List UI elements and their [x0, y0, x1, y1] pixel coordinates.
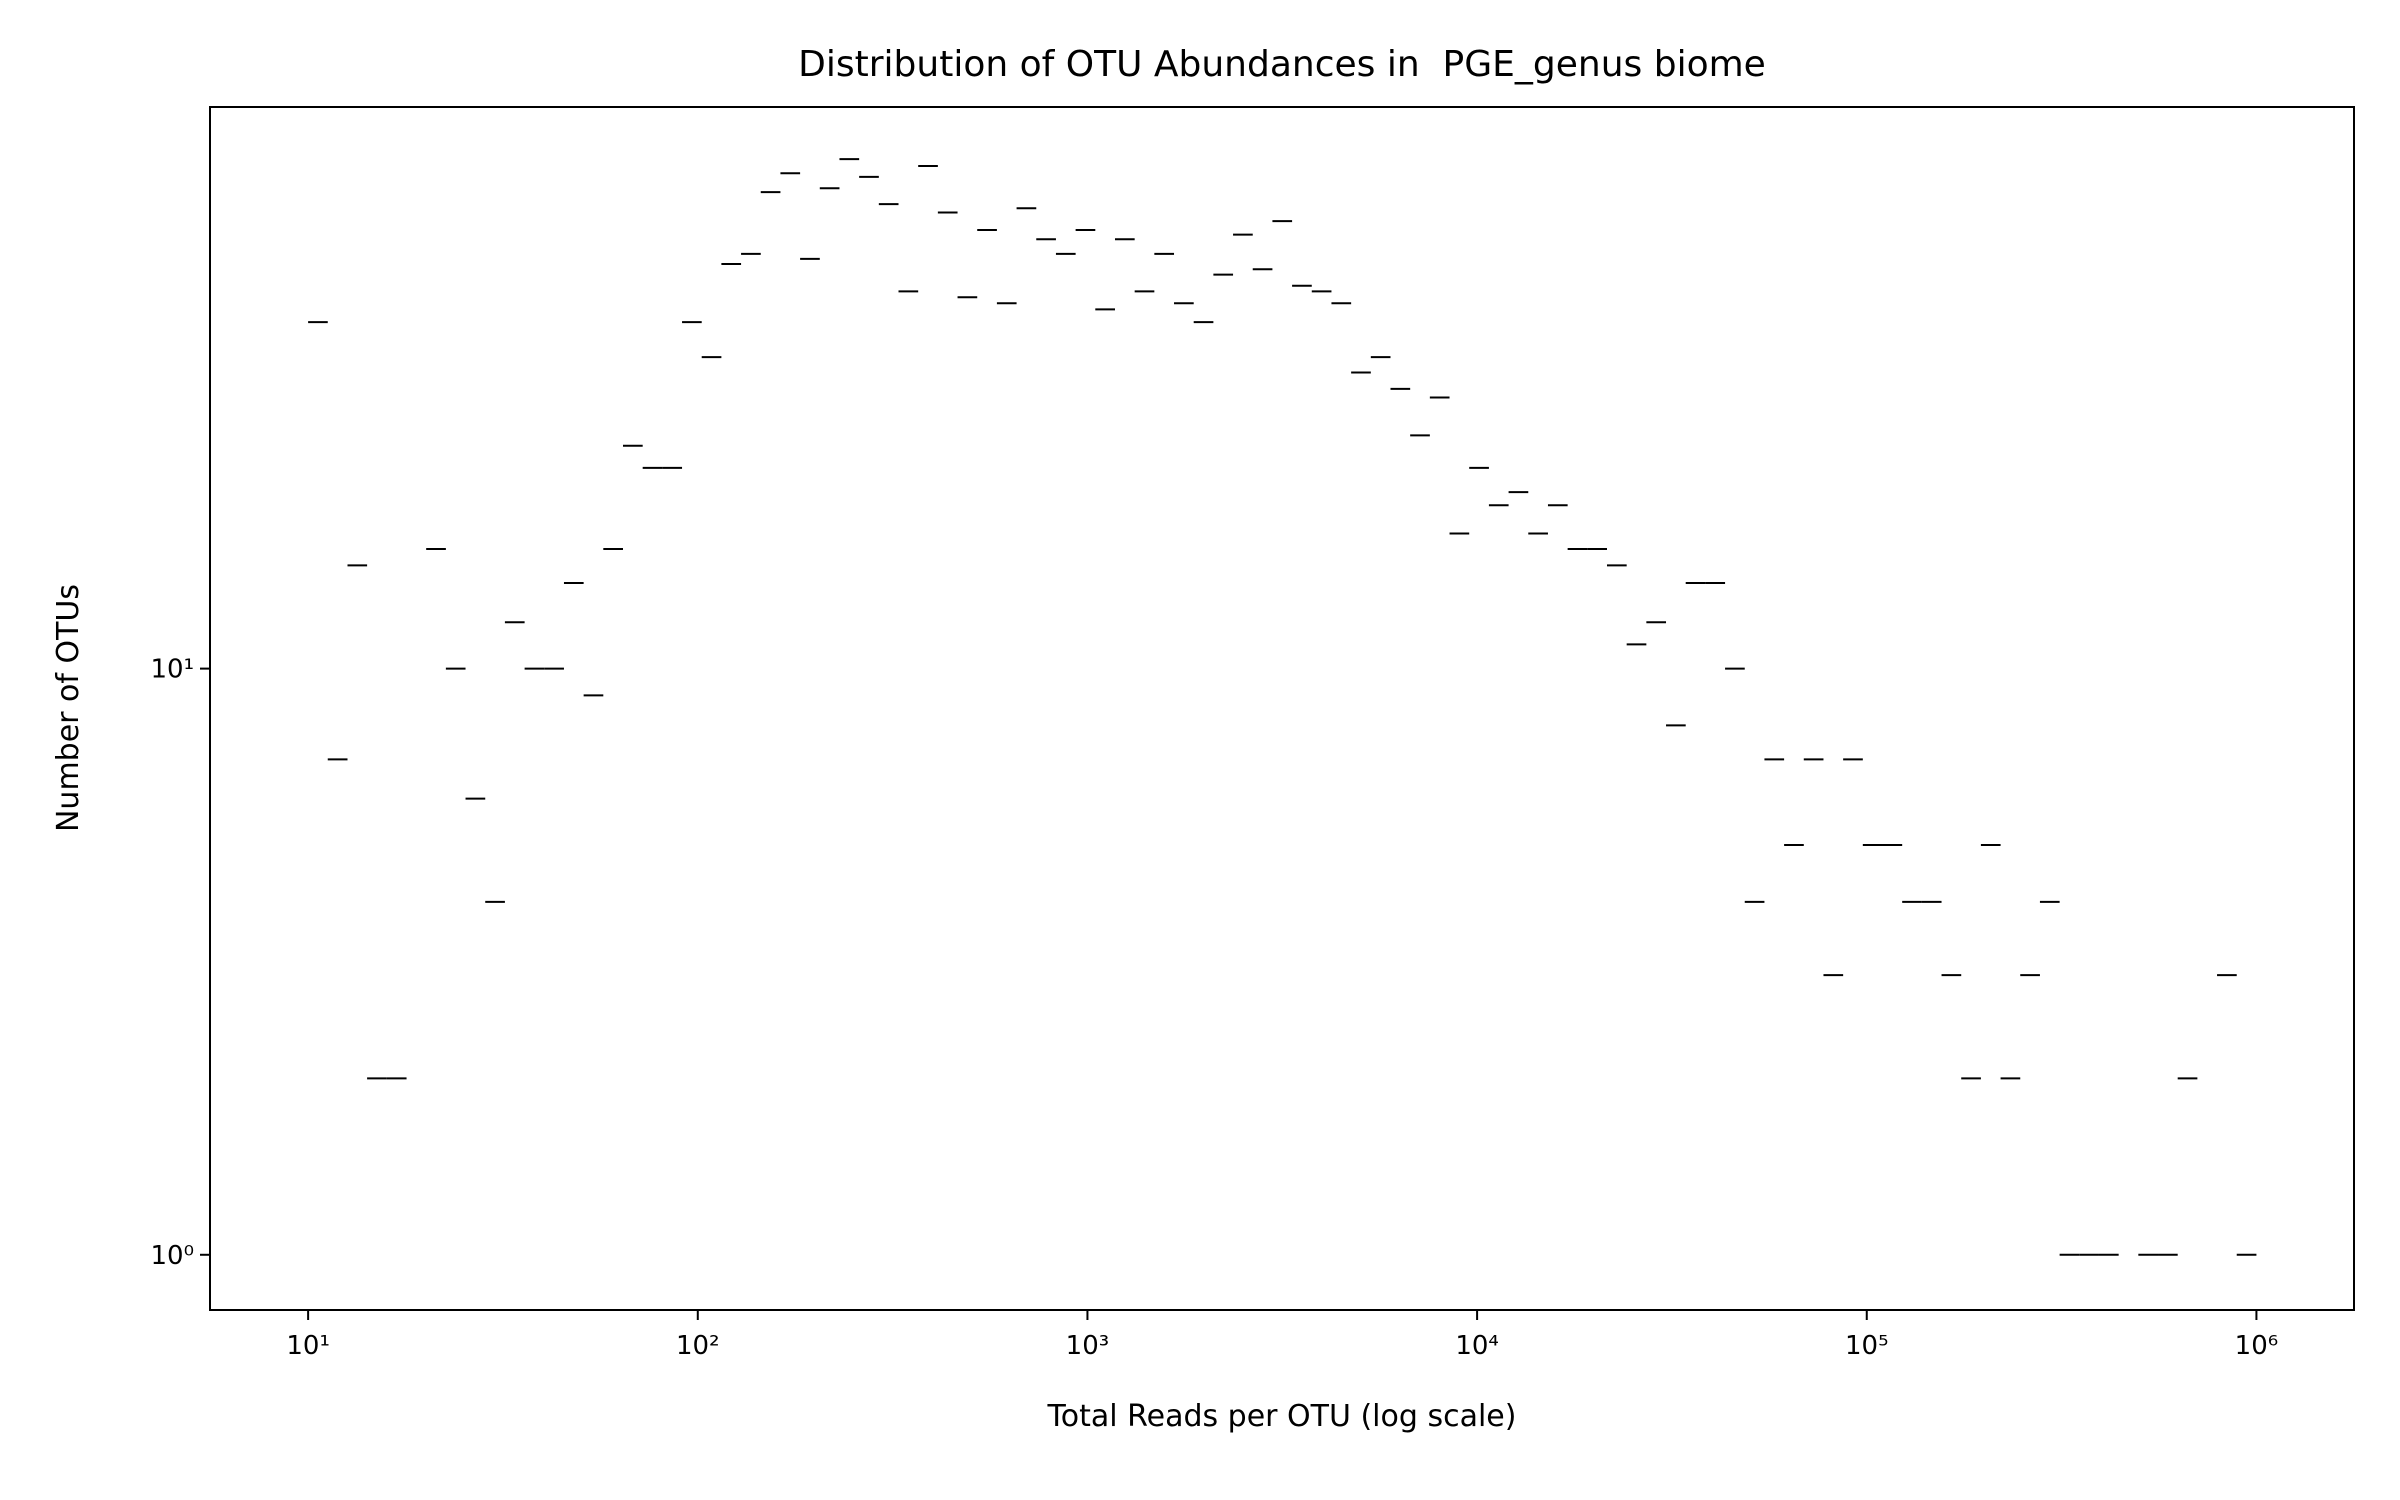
x-tick-label: 10⁶ [2235, 1331, 2279, 1361]
y-tick-label: 10⁰ [150, 1241, 194, 1271]
plot-frame [209, 106, 2355, 1311]
y-axis-label: Number of OTUs [51, 584, 86, 832]
x-tick-label: 10² [676, 1331, 720, 1361]
y-tick-label: 10¹ [150, 655, 194, 685]
x-tick-label: 10³ [1066, 1331, 1110, 1361]
x-tick-label: 10⁴ [1455, 1331, 1499, 1361]
x-tick-label: 10⁵ [1845, 1331, 1889, 1361]
x-tick-label: 10¹ [286, 1331, 330, 1361]
x-axis-label: Total Reads per OTU (log scale) [1047, 1399, 1517, 1434]
chart-title: Distribution of OTU Abundances in PGE_ge… [798, 44, 1766, 85]
